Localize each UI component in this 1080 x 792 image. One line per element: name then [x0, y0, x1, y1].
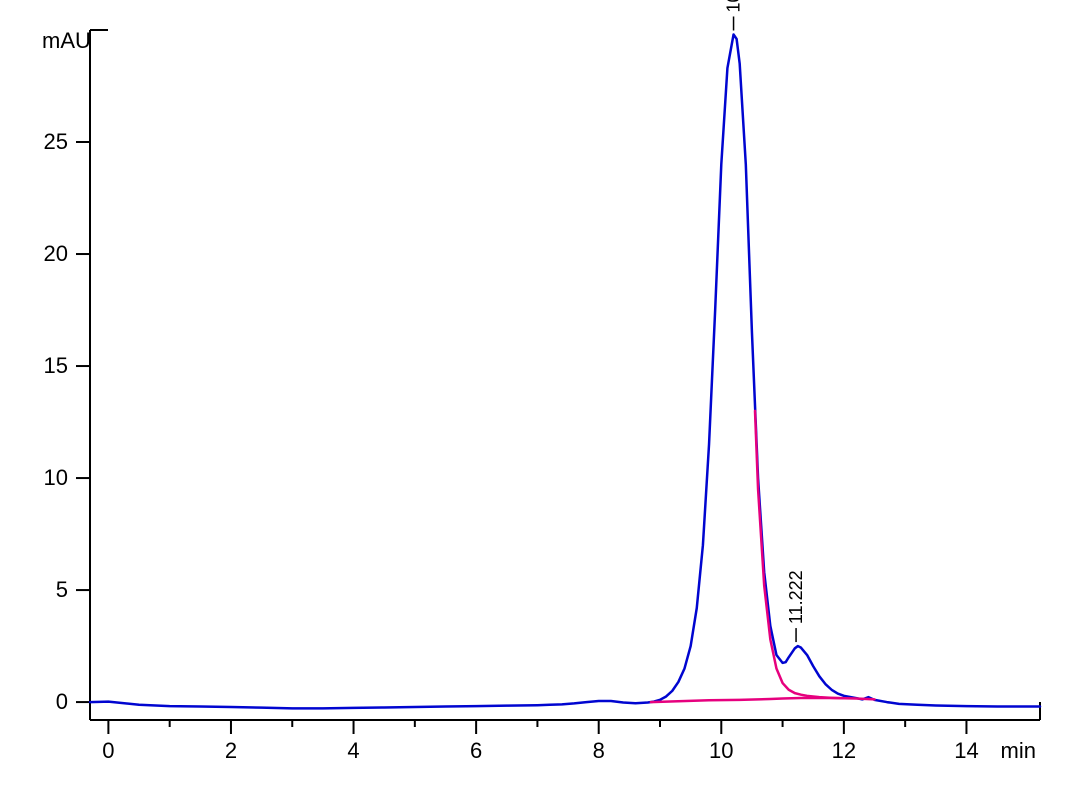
svg-text:6: 6	[470, 738, 482, 763]
svg-text:min: min	[1001, 738, 1036, 763]
svg-text:15: 15	[44, 353, 68, 378]
chart-svg: 0 5 10 15 20 25 mAU 0 2 4 6 8 10 12 14 min 10.200 11.222	[0, 0, 1080, 792]
svg-text:14: 14	[954, 738, 978, 763]
svg-text:12: 12	[832, 738, 856, 763]
svg-text:10: 10	[709, 738, 733, 763]
svg-text:0: 0	[102, 738, 114, 763]
svg-text:8: 8	[593, 738, 605, 763]
svg-text:11.222: 11.222	[786, 570, 806, 624]
svg-text:25: 25	[44, 129, 68, 154]
chromatogram-chart: 0 5 10 15 20 25 mAU 0 2 4 6 8 10 12 14 min 10.200 11.222	[0, 0, 1080, 792]
svg-text:mAU: mAU	[42, 28, 91, 53]
svg-text:2: 2	[225, 738, 237, 763]
svg-text:0: 0	[56, 689, 68, 714]
svg-text:10.200: 10.200	[724, 0, 744, 12]
svg-text:4: 4	[347, 738, 359, 763]
svg-text:10: 10	[44, 465, 68, 490]
svg-text:5: 5	[56, 577, 68, 602]
svg-text:20: 20	[44, 241, 68, 266]
